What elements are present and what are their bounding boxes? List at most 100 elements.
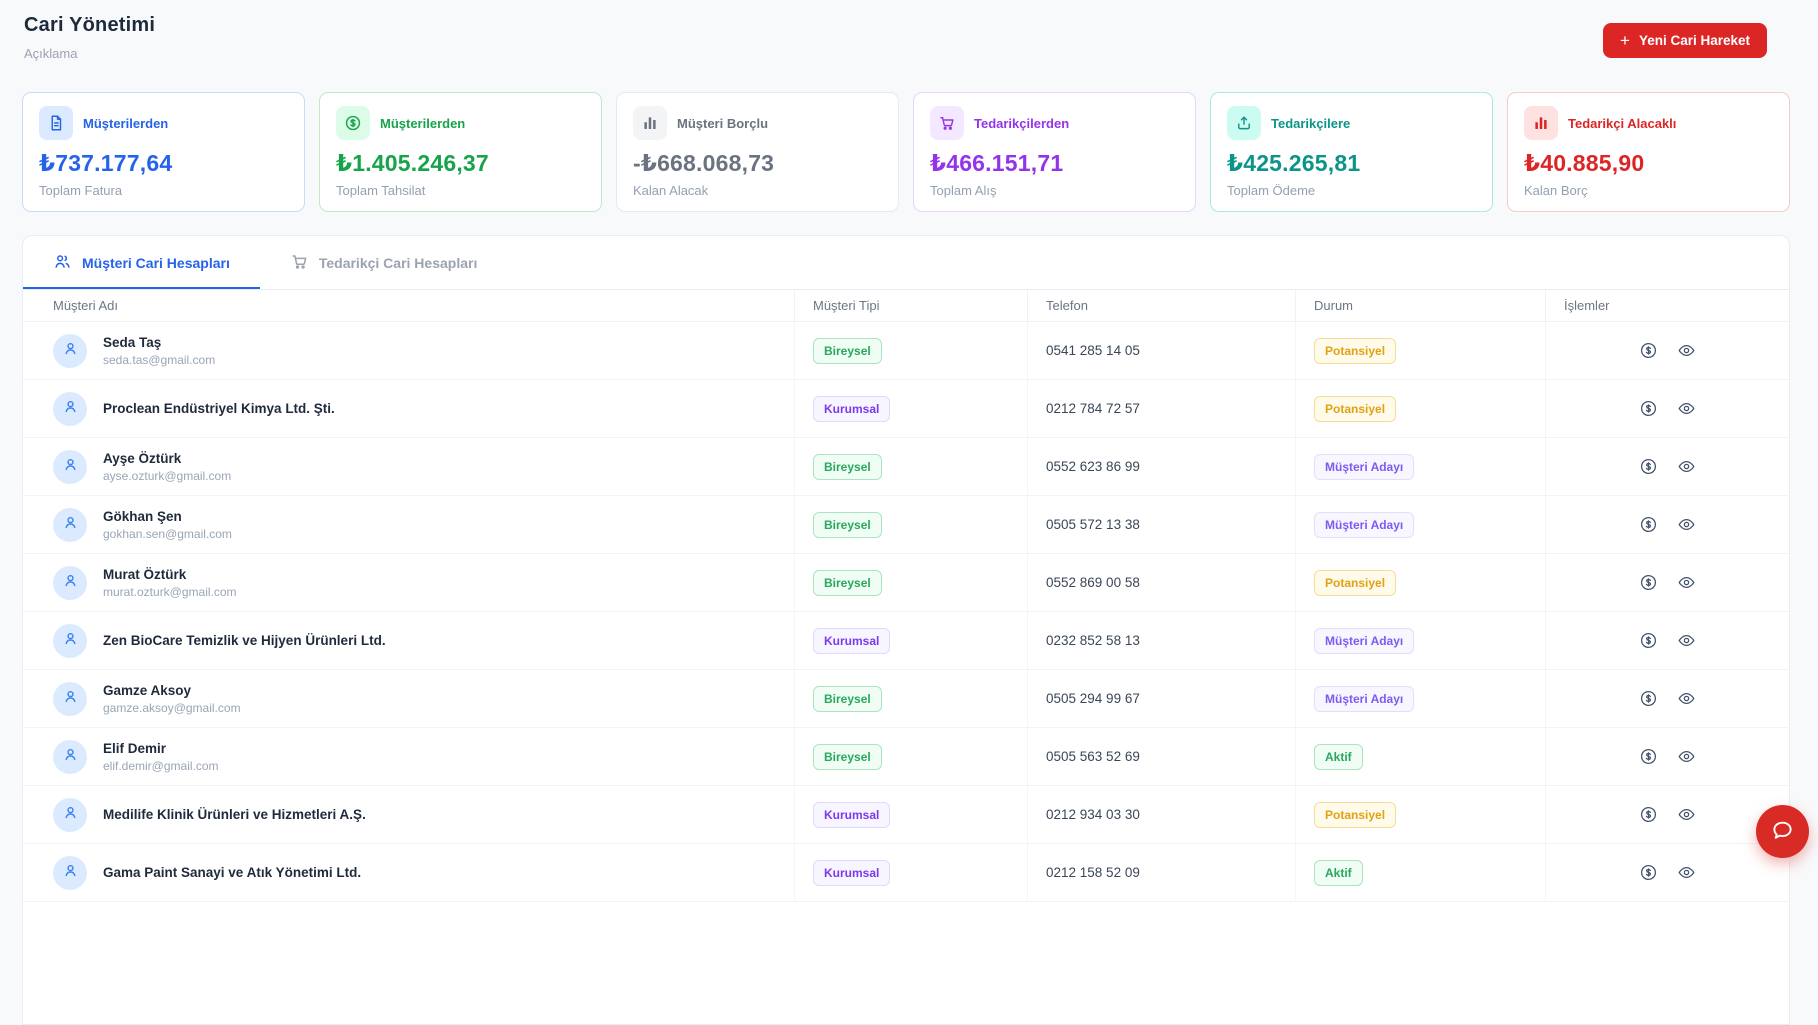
- stat-label: Tedarikçilerden: [974, 115, 1070, 131]
- person-icon: [61, 629, 80, 653]
- chat-bubble-icon: [1770, 818, 1795, 846]
- transactions-button[interactable]: [1637, 339, 1660, 362]
- status-cell: Müşteri Adayı: [1295, 670, 1545, 727]
- avatar: [53, 797, 87, 832]
- transactions-button[interactable]: [1637, 397, 1660, 420]
- stats-row: Müşterilerden ₺737.177,64 Toplam Fatura …: [22, 92, 1790, 212]
- tab-bar: Müşteri Cari Hesapları Tedarikçi Cari He…: [23, 236, 1789, 290]
- new-transaction-button[interactable]: + Yeni Cari Hareket: [1603, 23, 1767, 58]
- status-cell: Aktif: [1295, 728, 1545, 785]
- table-body: Seda Taş seda.tas@gmail.com Bireysel 054…: [23, 322, 1789, 902]
- stat-card-total-payment: Tedarikçilere ₺425.265,81 Toplam Ödeme: [1210, 92, 1493, 212]
- bar-chart-icon: [1524, 106, 1558, 140]
- stat-label: Müşterilerden: [83, 115, 169, 131]
- person-icon: [61, 803, 80, 827]
- stat-caption: Toplam Ödeme: [1227, 183, 1316, 198]
- stat-value: ₺1.405.246,37: [336, 150, 489, 176]
- avatar: [53, 739, 87, 774]
- status-badge: Potansiyel: [1314, 395, 1397, 422]
- status-badge: Müşteri Adayı: [1314, 511, 1415, 538]
- phone: 0232 852 58 13: [1027, 612, 1295, 669]
- dollar-circle-icon: [1639, 400, 1658, 421]
- customer-cell: Elif Demir elif.demir@gmail.com: [23, 728, 794, 785]
- view-button[interactable]: [1675, 745, 1698, 768]
- actions-cell: [1545, 844, 1789, 901]
- view-button[interactable]: [1675, 339, 1698, 362]
- type-cell: Bireysel: [794, 438, 1027, 495]
- stat-label: Müşteri Borçlu: [677, 115, 769, 131]
- tab-supplier-accounts[interactable]: Tedarikçi Cari Hesapları: [260, 236, 507, 289]
- phone: 0552 623 86 99: [1027, 438, 1295, 495]
- customer-name: Proclean Endüstriyel Kimya Ltd. Şti.: [103, 401, 335, 416]
- eye-icon: [1677, 750, 1696, 769]
- customer-cell: Murat Öztürk murat.ozturk@gmail.com: [23, 554, 794, 611]
- status-badge: Aktif: [1314, 859, 1363, 886]
- transactions-button[interactable]: [1637, 629, 1660, 652]
- transactions-button[interactable]: [1637, 745, 1660, 768]
- actions-cell: [1545, 438, 1789, 495]
- phone: 0505 294 99 67: [1027, 670, 1295, 727]
- actions-cell: [1545, 786, 1789, 843]
- table-row: Murat Öztürk murat.ozturk@gmail.com Bire…: [23, 554, 1789, 612]
- status-badge: Potansiyel: [1314, 569, 1397, 596]
- dollar-circle-icon: [1639, 458, 1658, 479]
- view-button[interactable]: [1675, 687, 1698, 710]
- transactions-button[interactable]: [1637, 571, 1660, 594]
- transactions-button[interactable]: [1637, 861, 1660, 884]
- view-button[interactable]: [1675, 629, 1698, 652]
- transactions-button[interactable]: [1637, 455, 1660, 478]
- stat-label: Tedarikçilere: [1271, 115, 1351, 131]
- customer-cell: Gama Paint Sanayi ve Atık Yönetimi Ltd.: [23, 844, 794, 901]
- eye-icon: [1677, 576, 1696, 595]
- type-cell: Bireysel: [794, 322, 1027, 379]
- actions-cell: [1545, 322, 1789, 379]
- customer-name: Medilife Klinik Ürünleri ve Hizmetleri A…: [103, 807, 366, 822]
- status-badge: Potansiyel: [1314, 801, 1397, 828]
- person-icon: [61, 339, 80, 363]
- cart-icon: [930, 106, 964, 140]
- eye-icon: [1677, 518, 1696, 537]
- customer-cell: Seda Taş seda.tas@gmail.com: [23, 322, 794, 379]
- customer-cell: Proclean Endüstriyel Kimya Ltd. Şti.: [23, 380, 794, 437]
- stat-caption: Kalan Alacak: [633, 183, 709, 198]
- view-button[interactable]: [1675, 571, 1698, 594]
- customer-cell: Zen BioCare Temizlik ve Hijyen Ürünleri …: [23, 612, 794, 669]
- view-button[interactable]: [1675, 455, 1698, 478]
- customer-cell: Medilife Klinik Ürünleri ve Hizmetleri A…: [23, 786, 794, 843]
- view-button[interactable]: [1675, 397, 1698, 420]
- type-cell: Bireysel: [794, 670, 1027, 727]
- customer-type-badge: Kurumsal: [813, 395, 891, 422]
- table-row: Ayşe Öztürk ayse.ozturk@gmail.com Bireys…: [23, 438, 1789, 496]
- eye-icon: [1677, 866, 1696, 885]
- view-button[interactable]: [1675, 803, 1698, 826]
- type-cell: Kurumsal: [794, 844, 1027, 901]
- view-button[interactable]: [1675, 513, 1698, 536]
- transactions-button[interactable]: [1637, 513, 1660, 536]
- status-cell: Potansiyel: [1295, 786, 1545, 843]
- transactions-button[interactable]: [1637, 687, 1660, 710]
- table-row: Elif Demir elif.demir@gmail.com Bireysel…: [23, 728, 1789, 786]
- dollar-circle-icon: [1639, 516, 1658, 537]
- stat-card-supplier-credit: Tedarikçi Alacaklı ₺40.885,90 Kalan Borç: [1507, 92, 1790, 212]
- avatar: [53, 623, 87, 658]
- type-cell: Bireysel: [794, 728, 1027, 785]
- chat-fab-button[interactable]: [1756, 805, 1809, 858]
- column-header-name: Müşteri Adı: [53, 298, 119, 313]
- column-header-status: Durum: [1295, 290, 1545, 321]
- upload-icon: [1227, 106, 1261, 140]
- tab-customer-accounts[interactable]: Müşteri Cari Hesapları: [23, 236, 260, 289]
- table-header: Müşteri Adı Müşteri Tipi Telefon Durum İ…: [23, 290, 1789, 322]
- status-cell: Aktif: [1295, 844, 1545, 901]
- status-cell: Müşteri Adayı: [1295, 496, 1545, 553]
- dollar-circle-icon: [1639, 748, 1658, 769]
- dollar-circle-icon: [1639, 632, 1658, 653]
- transactions-button[interactable]: [1637, 803, 1660, 826]
- view-button[interactable]: [1675, 861, 1698, 884]
- eye-icon: [1677, 460, 1696, 479]
- stat-card-total-invoice: Müşterilerden ₺737.177,64 Toplam Fatura: [22, 92, 305, 212]
- invoice-icon: [39, 106, 73, 140]
- stat-value: ₺40.885,90: [1524, 150, 1645, 176]
- status-badge: Potansiyel: [1314, 337, 1397, 364]
- customer-name: Seda Taş: [103, 334, 162, 350]
- person-icon: [61, 397, 80, 421]
